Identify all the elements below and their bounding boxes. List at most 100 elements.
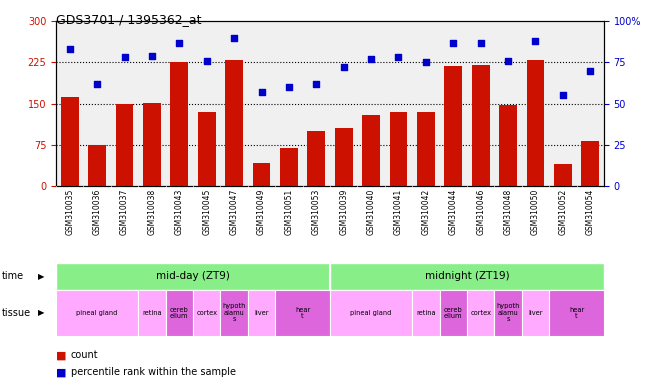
Point [174, 40, 185, 46]
Text: midnight (ZT19): midnight (ZT19) [424, 271, 510, 281]
Point [393, 55, 404, 61]
Point [448, 40, 459, 46]
Point [339, 64, 349, 70]
Bar [549, 290, 604, 336]
Bar [527, 60, 544, 186]
Bar [389, 112, 407, 186]
Point [503, 58, 513, 64]
Text: GSM310051: GSM310051 [284, 189, 294, 235]
Point [311, 81, 321, 87]
Point [65, 46, 75, 52]
Bar [581, 141, 599, 186]
Point [558, 93, 568, 99]
Point [284, 84, 294, 90]
Bar [220, 290, 248, 336]
Bar [170, 63, 188, 186]
Text: GSM310043: GSM310043 [175, 189, 184, 235]
Text: hypoth
alamu
s: hypoth alamu s [222, 303, 246, 323]
Point [201, 58, 212, 64]
Point [530, 38, 541, 44]
Text: GSM310039: GSM310039 [339, 189, 348, 235]
Point [256, 89, 267, 95]
Bar [280, 148, 298, 186]
Text: GSM310054: GSM310054 [585, 189, 595, 235]
Text: ■: ■ [56, 367, 67, 377]
Point [420, 60, 431, 66]
Bar [225, 60, 243, 186]
Text: GSM310045: GSM310045 [202, 189, 211, 235]
Bar [412, 290, 440, 336]
Bar [88, 145, 106, 186]
Point [585, 68, 595, 74]
Bar [56, 290, 139, 336]
Text: percentile rank within the sample: percentile rank within the sample [71, 367, 236, 377]
Text: cereb
ellum: cereb ellum [170, 307, 189, 319]
Bar [499, 105, 517, 186]
Bar [330, 290, 412, 336]
Text: cereb
ellum: cereb ellum [444, 307, 463, 319]
Text: GSM310040: GSM310040 [366, 189, 376, 235]
Bar [467, 290, 494, 336]
Text: tissue: tissue [1, 308, 30, 318]
Text: count: count [71, 350, 98, 360]
Bar [139, 290, 166, 336]
Point [92, 81, 102, 87]
Bar [335, 129, 352, 186]
Text: GSM310038: GSM310038 [147, 189, 156, 235]
Bar [115, 104, 133, 186]
Text: hear
t: hear t [569, 307, 584, 319]
Text: mid-day (ZT9): mid-day (ZT9) [156, 271, 230, 281]
Bar [472, 65, 490, 186]
Text: GSM310047: GSM310047 [230, 189, 239, 235]
Bar [275, 290, 330, 336]
Text: GSM310052: GSM310052 [558, 189, 568, 235]
Text: retina: retina [416, 310, 436, 316]
Text: GSM310050: GSM310050 [531, 189, 540, 235]
Text: pineal gland: pineal gland [350, 310, 392, 316]
Text: GSM310042: GSM310042 [421, 189, 430, 235]
Bar [198, 112, 216, 186]
Text: GSM310044: GSM310044 [449, 189, 458, 235]
Bar [417, 112, 435, 186]
Bar [308, 131, 325, 186]
Bar [444, 66, 462, 186]
Point [475, 40, 486, 46]
Text: GSM310053: GSM310053 [312, 189, 321, 235]
Text: ■: ■ [56, 350, 67, 360]
Text: ▶: ▶ [38, 272, 45, 281]
Point [147, 53, 157, 59]
Text: GSM310036: GSM310036 [92, 189, 102, 235]
Bar [494, 290, 521, 336]
Bar [330, 263, 604, 290]
Bar [248, 290, 275, 336]
Bar [166, 290, 193, 336]
Bar [554, 164, 572, 186]
Bar [143, 103, 161, 186]
Text: retina: retina [142, 310, 162, 316]
Text: cortex: cortex [470, 310, 491, 316]
Bar [362, 115, 380, 186]
Text: pineal gland: pineal gland [77, 310, 118, 316]
Text: GSM310048: GSM310048 [504, 189, 513, 235]
Text: GSM310046: GSM310046 [476, 189, 485, 235]
Text: GSM310049: GSM310049 [257, 189, 266, 235]
Text: liver: liver [528, 310, 543, 316]
Point [366, 56, 376, 62]
Bar [521, 290, 549, 336]
Bar [193, 290, 220, 336]
Text: cortex: cortex [196, 310, 217, 316]
Text: time: time [1, 271, 24, 281]
Text: GDS3701 / 1395362_at: GDS3701 / 1395362_at [56, 13, 201, 26]
Text: GSM310037: GSM310037 [120, 189, 129, 235]
Bar [61, 97, 79, 186]
Bar [253, 163, 271, 186]
Point [229, 35, 240, 41]
Text: hypoth
alamu
s: hypoth alamu s [496, 303, 519, 323]
Text: GSM310041: GSM310041 [394, 189, 403, 235]
Bar [56, 263, 330, 290]
Point [119, 55, 130, 61]
Text: ▶: ▶ [38, 308, 45, 318]
Bar [440, 290, 467, 336]
Text: liver: liver [254, 310, 269, 316]
Text: hear
t: hear t [295, 307, 310, 319]
